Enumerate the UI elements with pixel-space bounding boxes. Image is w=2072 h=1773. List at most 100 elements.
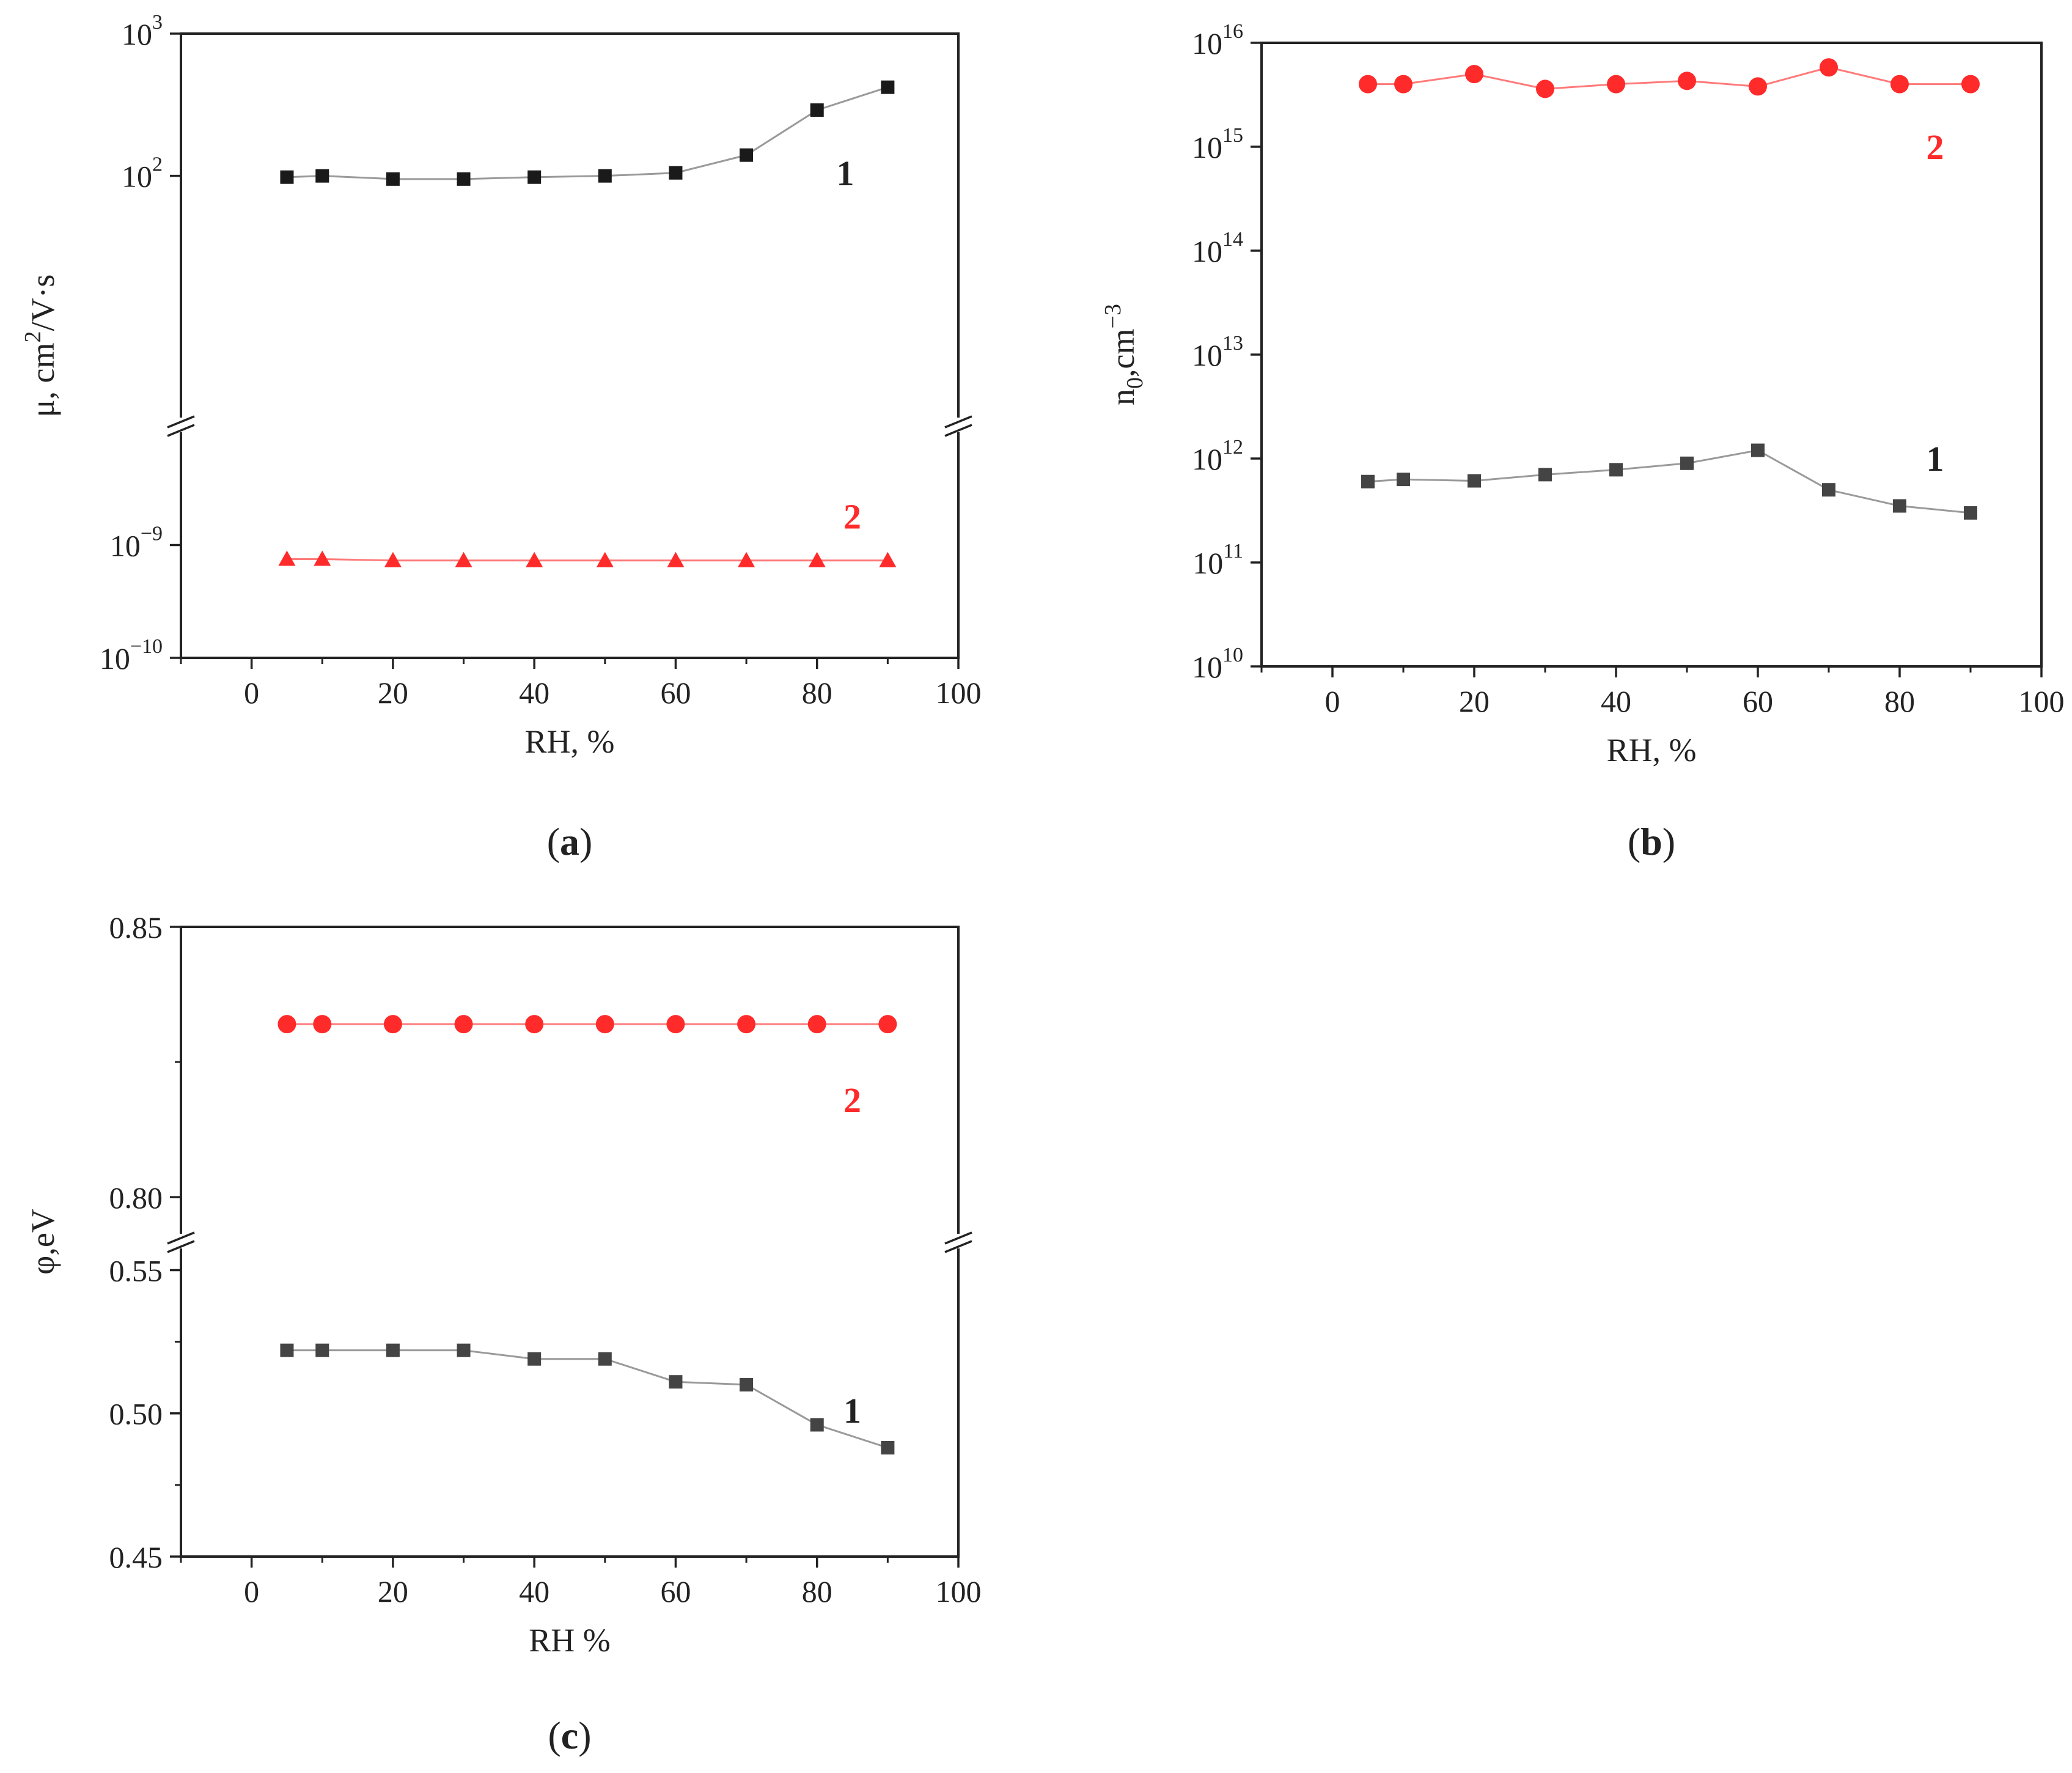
- y-tick-base: 10: [122, 17, 152, 51]
- data-point-circle: [1820, 58, 1838, 77]
- data-point-circle: [737, 1015, 756, 1034]
- data-point-circle: [807, 1015, 826, 1034]
- x-tick-label: 100: [2019, 684, 2065, 718]
- data-point-square: [669, 1375, 683, 1389]
- data-point-square: [740, 1377, 754, 1391]
- axis-break-mark: [944, 1231, 972, 1245]
- data-point-circle: [1536, 79, 1554, 98]
- y-tick-label: 102: [122, 153, 163, 194]
- data-point-square: [1538, 468, 1552, 482]
- y-tick-label: 0.45: [109, 1540, 163, 1574]
- y-axis-title-main: φ,eV: [24, 1209, 61, 1275]
- x-axis-title: RH %: [529, 1622, 611, 1659]
- data-point-circle: [1678, 72, 1696, 90]
- x-tick-label: 80: [1884, 684, 1915, 718]
- y-tick-label: 1015: [1192, 124, 1243, 164]
- data-point-triangle: [278, 550, 296, 566]
- axis-break-mark: [944, 424, 972, 437]
- x-tick-label: 100: [936, 1574, 982, 1609]
- data-point-circle: [1749, 77, 1767, 96]
- x-tick-label: 60: [660, 1574, 691, 1609]
- y-axis-title-subscript: 0: [1122, 377, 1148, 389]
- data-point-square: [1893, 499, 1906, 513]
- y-tick-label: 1010: [1192, 644, 1243, 684]
- data-point-triangle: [808, 551, 826, 567]
- data-point-square: [881, 1440, 895, 1454]
- y-tick-exponent: −10: [130, 635, 163, 658]
- series-2: [277, 1015, 897, 1034]
- x-axis-title: RH, %: [1607, 732, 1697, 769]
- y-tick-base: 10: [1192, 26, 1222, 61]
- x-tick-label: 60: [1743, 684, 1773, 718]
- data-point-square: [386, 172, 400, 186]
- series-1: [280, 1343, 895, 1454]
- data-point-circle: [525, 1015, 544, 1034]
- y-tick-base: 10: [1192, 442, 1222, 476]
- series-line: [1367, 449, 1971, 514]
- data-point-square: [1822, 483, 1835, 497]
- series-line: [287, 558, 888, 562]
- caption-open-paren: (: [548, 1714, 560, 1757]
- y-tick-base: 10: [122, 160, 152, 194]
- data-point-square: [1361, 474, 1375, 488]
- y-tick-label: 10−9: [110, 523, 163, 563]
- data-point-square: [457, 172, 471, 186]
- data-point-circle: [1961, 75, 1980, 94]
- y-axis-title-main: n: [1104, 389, 1141, 405]
- data-point-circle: [1890, 75, 1909, 94]
- y-tick-label: 1016: [1192, 20, 1243, 61]
- data-point-circle: [454, 1015, 473, 1034]
- data-point-triangle: [879, 551, 897, 567]
- caption-open-paren: (: [547, 820, 560, 863]
- y-tick-base: 10: [100, 641, 130, 676]
- x-tick-label: 0: [1325, 684, 1340, 718]
- y-axis-title-mid: ,cm: [1104, 328, 1141, 377]
- x-tick-label: 80: [802, 676, 832, 710]
- y-tick-exponent: 13: [1222, 332, 1243, 355]
- caption-open-paren: (: [1628, 820, 1640, 863]
- y-axis-title-tail: /V·s: [24, 275, 61, 331]
- series-line: [287, 1349, 888, 1449]
- data-point-square: [740, 148, 754, 162]
- data-point-circle: [666, 1015, 685, 1034]
- data-point-triangle: [738, 551, 755, 567]
- data-point-square: [280, 1343, 294, 1357]
- y-tick-exponent: 3: [152, 11, 163, 34]
- x-tick-label: 0: [244, 1574, 259, 1609]
- y-tick-label: 0.85: [109, 910, 163, 945]
- panel-caption: (b): [1628, 820, 1675, 863]
- chart-panel-c: 0 20 40 60 80 100 0.45 0.50 0.55 0.80 0.85 1 2 RH % φ,…: [24, 910, 982, 1757]
- y-tick-exponent: 15: [1222, 124, 1243, 147]
- y-tick-label: 1013: [1192, 332, 1243, 372]
- series-label: 2: [843, 496, 861, 536]
- x-tick-label: 80: [802, 1574, 832, 1609]
- caption-close-paren: ): [1662, 820, 1675, 863]
- y-tick-base: 10: [1192, 234, 1222, 268]
- y-tick-label: 0.55: [109, 1253, 163, 1288]
- x-axis-title: RH, %: [525, 723, 615, 760]
- data-point-triangle: [596, 551, 614, 567]
- caption-letter: c: [561, 1714, 578, 1757]
- y-axis-title: φ,eV: [24, 1209, 61, 1275]
- y-tick-label: 1011: [1192, 540, 1243, 580]
- panel-caption: (c): [548, 1714, 591, 1757]
- data-point-triangle: [455, 551, 472, 567]
- data-point-square: [810, 1418, 824, 1432]
- caption-letter: b: [1640, 820, 1662, 863]
- data-point-circle: [1607, 75, 1625, 94]
- y-tick-base: 10: [1192, 546, 1223, 580]
- x-tick-label: 20: [378, 676, 408, 710]
- data-point-square: [881, 80, 895, 94]
- axis-break-mark: [167, 1231, 195, 1245]
- data-point-square: [669, 166, 683, 180]
- series-2: [278, 550, 897, 567]
- x-tick-label: 60: [660, 676, 691, 710]
- data-point-square: [810, 103, 824, 117]
- chart-panel-b: 0 20 40 60 80 1001010101110121013101410151016…: [1100, 20, 2065, 863]
- series-label: 1: [836, 153, 854, 193]
- plot-frame: [1260, 42, 2043, 668]
- data-point-square: [315, 1343, 329, 1357]
- data-point-square: [1964, 506, 1977, 520]
- series-label: 2: [843, 1080, 861, 1120]
- y-tick-exponent: 16: [1222, 20, 1243, 43]
